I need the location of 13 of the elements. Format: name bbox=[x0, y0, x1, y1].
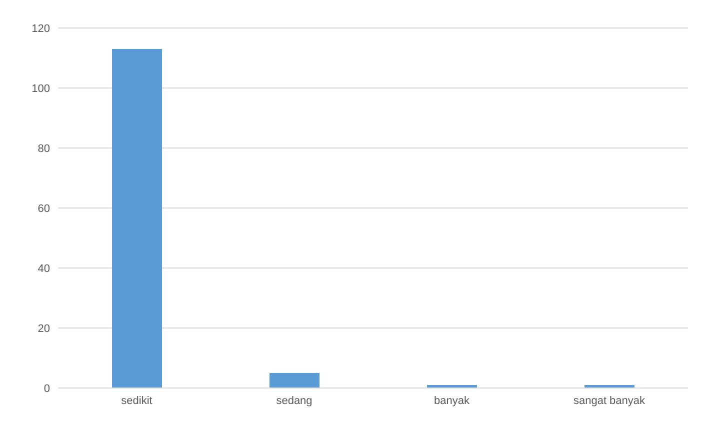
y-tick-label: 20 bbox=[38, 322, 50, 335]
x-tick-label: sedikit bbox=[121, 394, 152, 407]
y-tick-label: 40 bbox=[38, 262, 50, 275]
bar bbox=[112, 49, 162, 388]
y-tick-label: 100 bbox=[32, 82, 50, 95]
y-tick-label: 0 bbox=[44, 382, 50, 395]
y-tick-label: 60 bbox=[38, 202, 50, 215]
bar bbox=[270, 373, 320, 388]
y-tick-label: 120 bbox=[32, 22, 50, 35]
y-tick-label: 80 bbox=[38, 142, 50, 155]
x-tick-label: sangat banyak bbox=[573, 394, 646, 407]
x-tick-label: banyak bbox=[434, 394, 470, 407]
x-tick-label: sedang bbox=[276, 394, 312, 407]
